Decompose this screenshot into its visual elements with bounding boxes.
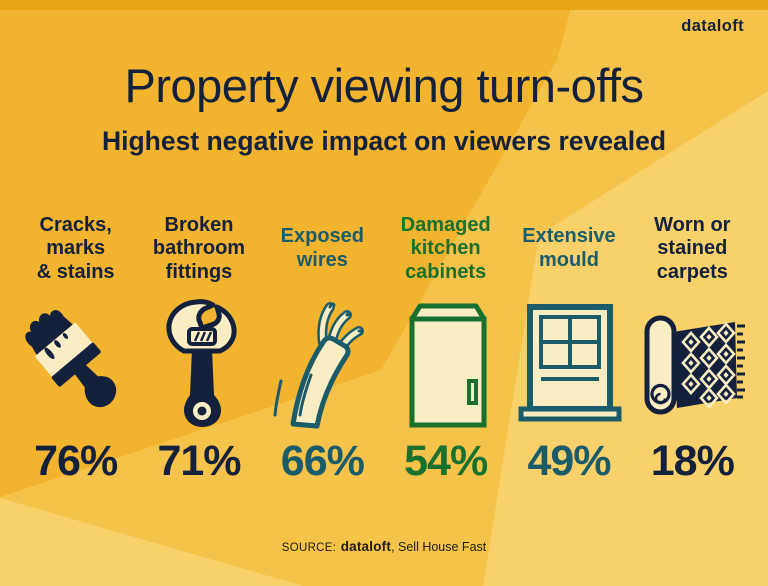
stat-column-bathroom: Broken bathroom fittings 71% [137,203,260,486]
stat-column-wires: Exposed wires 66% [261,203,384,486]
stats-row: Cracks, marks & stains [14,203,754,486]
stat-value: 71% [157,437,241,485]
stat-column-carpets: Worn or stained carpets [631,203,754,486]
source-line: SOURCE: dataloft, Sell House Fast [0,538,768,556]
exposed-wires-icon [273,302,365,429]
stat-column-cabinets: Damaged kitchen cabinets 54% [384,203,507,486]
stat-column-mould: Extensive mould 49% [507,203,630,486]
kitchen-cabinet-icon [409,303,487,428]
source-prefix: SOURCE: [281,542,337,554]
stat-label: Broken bathroom fittings [152,213,246,283]
rolled-carpet-icon [644,315,746,415]
source-brand: dataloft [340,539,392,554]
page-title: Property viewing turn-offs [124,59,644,112]
stat-label: Extensive mould [522,225,616,271]
paintbrush-icon [24,310,116,408]
stat-value: 66% [280,437,365,485]
dataloft-logo: dataloft [681,17,744,35]
window-icon [518,304,622,422]
stat-label: Worn or stained carpets [654,213,731,283]
stat-label: Cracks, marks & stains [36,213,115,283]
stat-value: 49% [527,437,611,485]
wrench-icon [166,299,237,427]
stat-label: Exposed wires [280,225,364,271]
stat-value: 18% [650,437,735,485]
stat-value: 76% [34,437,118,485]
source-rest: , Sell House Fast [391,540,487,554]
stat-column-cracks: Cracks, marks & stains [14,203,137,486]
stat-value: 54% [404,437,488,485]
stat-label: Damaged kitchen cabinets [400,213,491,283]
page-subtitle: Highest negative impact on viewers revea… [101,126,667,156]
